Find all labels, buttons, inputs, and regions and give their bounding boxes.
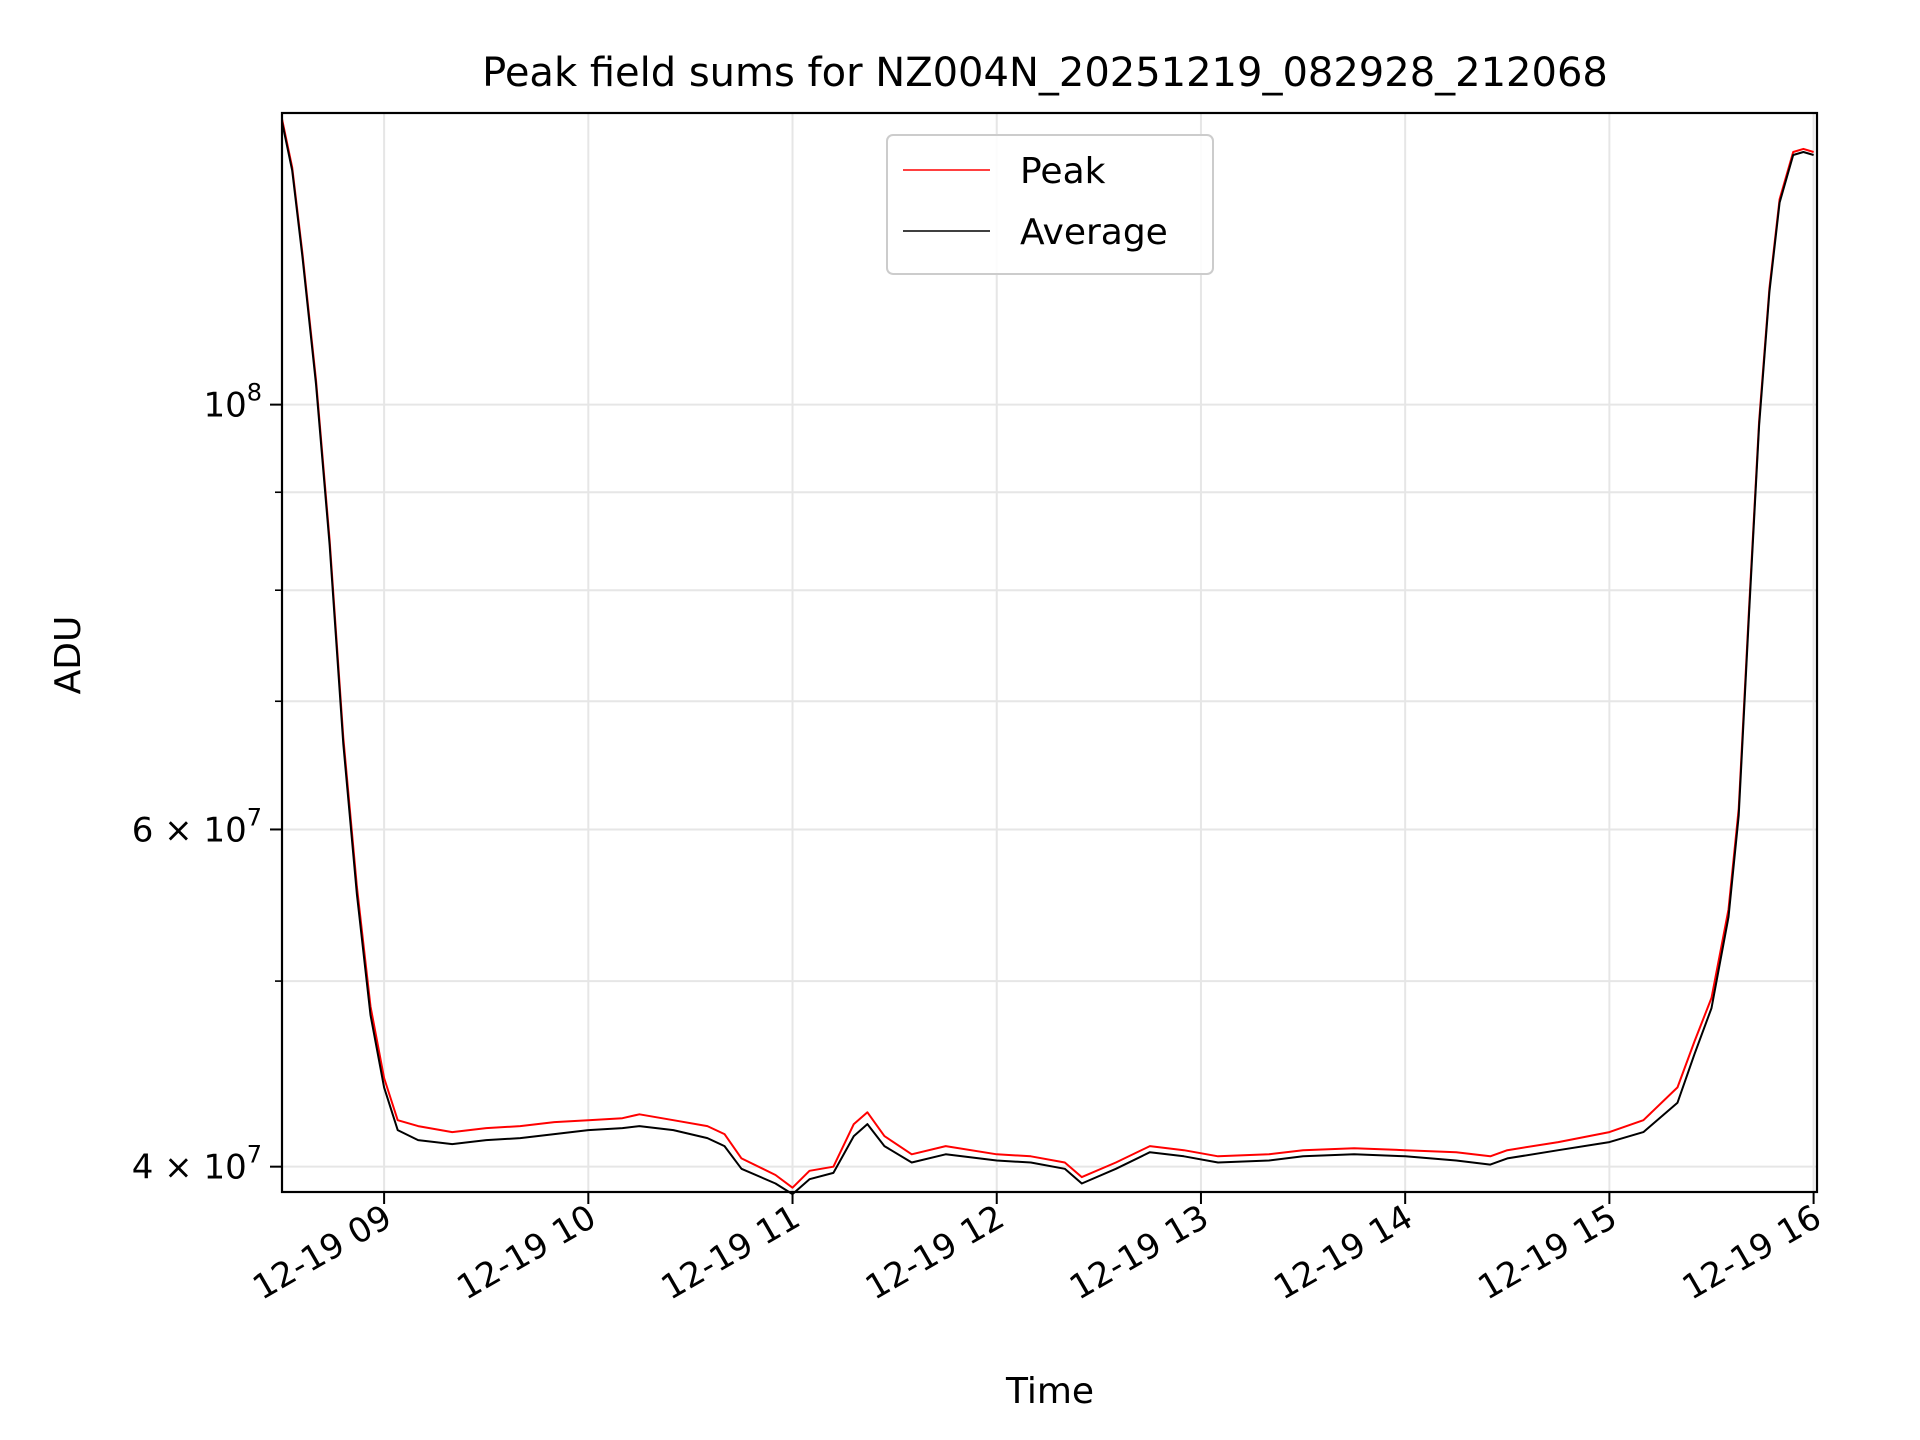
x-axis-label: Time <box>1005 1371 1094 1412</box>
y-tick-label: 4 × 107 <box>132 1141 262 1188</box>
legend: Peak Average <box>886 134 1214 275</box>
y-axis: 4 × 107 6 × 107 108 <box>132 379 282 1188</box>
chart-title: Peak field sums for NZ004N_20251219_0829… <box>482 50 1608 96</box>
y-tick-label: 108 <box>203 379 262 426</box>
series-line-average <box>281 121 1814 1196</box>
series-layer <box>281 118 1814 1196</box>
plot-frame <box>280 111 1819 1194</box>
legend-label-peak: Peak <box>1020 151 1106 192</box>
y-axis-label: ADU <box>48 616 89 695</box>
y-tick-label: 6 × 107 <box>132 803 262 850</box>
series-line-peak <box>281 118 1814 1189</box>
legend-label-average: Average <box>1020 212 1168 253</box>
grid-lines <box>282 113 1817 1192</box>
